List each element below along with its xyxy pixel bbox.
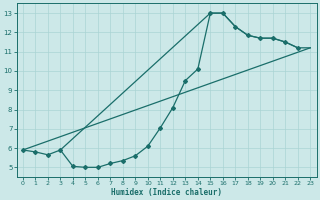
X-axis label: Humidex (Indice chaleur): Humidex (Indice chaleur) [111,188,222,197]
